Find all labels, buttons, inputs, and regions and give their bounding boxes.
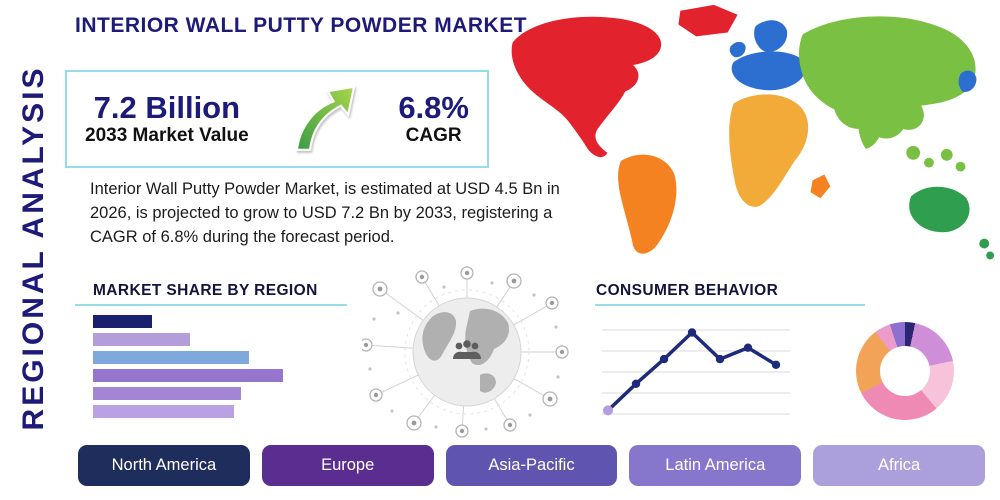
map-island <box>955 161 966 172</box>
map-uk <box>729 41 746 58</box>
market-share-title: MARKET SHARE BY REGION <box>93 282 318 299</box>
map-island <box>924 157 934 168</box>
world-map <box>511 4 995 260</box>
map-greenland <box>678 4 738 37</box>
market-share-bar-4 <box>93 369 283 382</box>
map-australia <box>909 186 970 233</box>
market-share-bar-5 <box>93 387 241 400</box>
market-value-block: 7.2 Billion 2033 Market Value <box>85 89 249 148</box>
globe-network-illustration <box>362 266 569 438</box>
donut-hole <box>880 346 930 396</box>
map-japan <box>958 70 977 92</box>
market-value: 7.2 Billion <box>93 89 241 125</box>
market-share-bar-6 <box>93 405 234 418</box>
map-madagascar <box>810 174 831 199</box>
region-button-asia-pacific[interactable]: Asia-Pacific <box>445 445 618 486</box>
map-north-america <box>511 16 662 158</box>
consumer-behavior-title: CONSUMER BEHAVIOR <box>596 282 779 299</box>
region-button-north-america[interactable]: North America <box>78 445 250 486</box>
side-label: REGIONAL ANALYSIS <box>17 65 50 431</box>
map-india <box>858 107 884 149</box>
cagr-label: CAGR <box>405 124 462 146</box>
map-new-zealand <box>986 251 995 260</box>
page-title: INTERIOR WALL PUTTY POWDER MARKET <box>75 14 528 37</box>
market-share-bar-1 <box>93 315 152 328</box>
cagr-value: 6.8% <box>398 89 469 125</box>
map-africa <box>729 94 809 207</box>
region-donut-chart <box>856 322 954 420</box>
region-button-africa[interactable]: Africa <box>813 445 985 486</box>
map-south-america <box>618 154 677 254</box>
market-share-chart <box>93 315 293 423</box>
region-button-europe[interactable]: Europe <box>261 445 434 486</box>
map-europe <box>731 51 806 91</box>
stats-box: 7.2 Billion 2033 Market Value 6.8% CAGR <box>65 70 489 168</box>
market-description: Interior Wall Putty Powder Market, is es… <box>90 180 560 246</box>
market-value-label: 2033 Market Value <box>85 124 249 146</box>
map-island <box>940 148 953 161</box>
map-island <box>906 145 921 160</box>
map-scandinavia <box>754 20 788 53</box>
market-share-bar-3 <box>93 351 249 364</box>
region-buttons: North America Europe Asia-Pacific Latin … <box>78 445 985 486</box>
market-share-underline <box>75 304 347 306</box>
map-asia <box>798 16 976 139</box>
region-button-latin-america[interactable]: Latin America <box>629 445 802 486</box>
consumer-behavior-chart <box>602 328 790 416</box>
map-new-zealand <box>979 238 990 249</box>
consumer-behavior-underline <box>595 304 865 306</box>
cagr-block: 6.8% CAGR <box>398 89 469 148</box>
growth-arrow-icon <box>295 85 355 151</box>
market-share-bar-2 <box>93 333 190 346</box>
